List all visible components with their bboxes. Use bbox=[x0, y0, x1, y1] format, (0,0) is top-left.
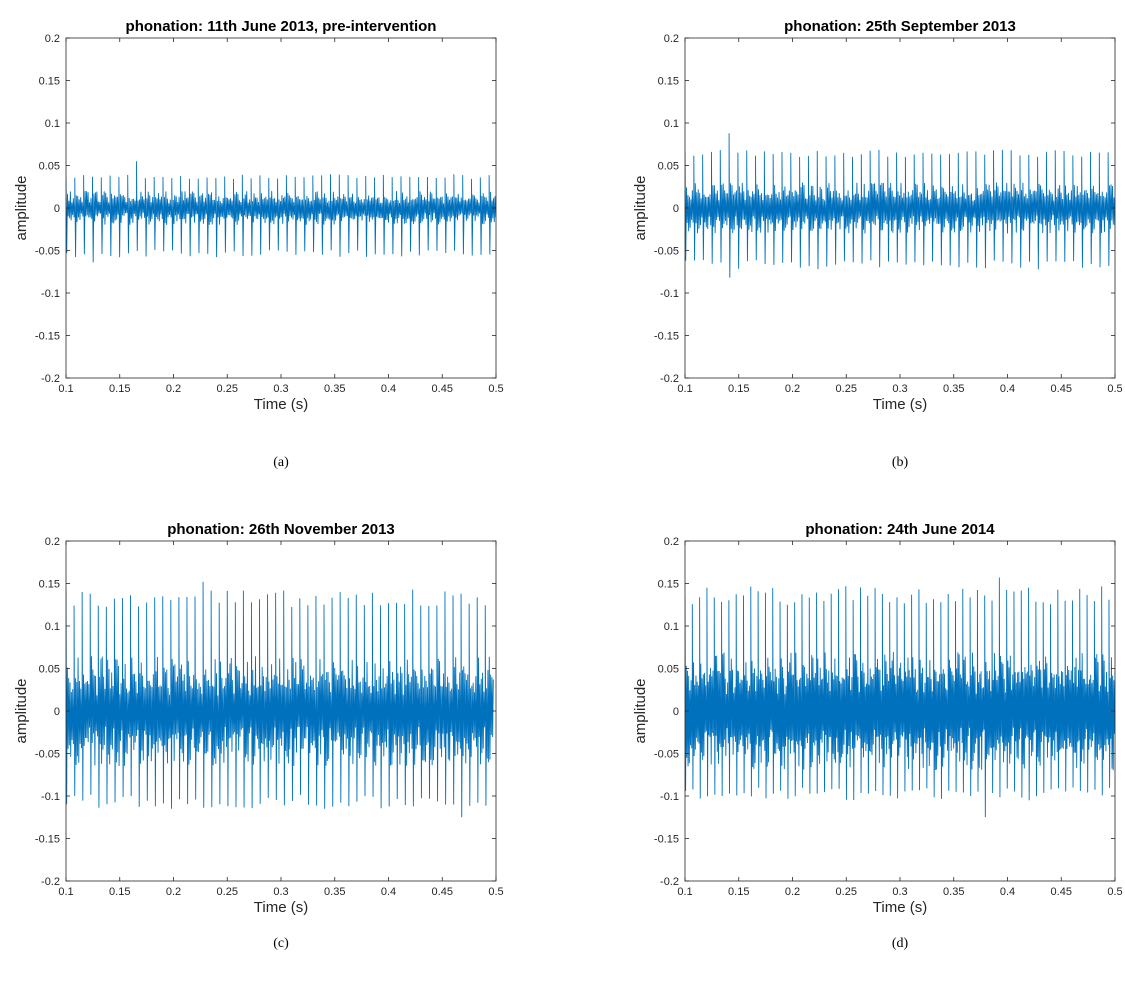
y-tick-label: -0.2 bbox=[41, 373, 60, 385]
y-axis-label: amplitude bbox=[632, 175, 649, 240]
x-tick-label: 0.1 bbox=[58, 886, 73, 898]
y-tick-label: 0 bbox=[673, 706, 679, 718]
x-tick-label: 0.5 bbox=[1107, 383, 1122, 395]
y-tick-label: -0.15 bbox=[35, 834, 60, 846]
x-tick-label: 0.15 bbox=[728, 383, 749, 395]
y-tick-label: -0.1 bbox=[41, 791, 60, 803]
y-tick-label: -0.15 bbox=[654, 331, 679, 343]
y-tick-label: 0.15 bbox=[39, 579, 60, 591]
x-tick-label: 0.2 bbox=[166, 383, 181, 395]
y-tick-label: -0.1 bbox=[660, 791, 679, 803]
x-tick-label: 0.4 bbox=[381, 886, 396, 898]
y-tick-label: 0.1 bbox=[664, 621, 679, 633]
x-tick-label: 0.35 bbox=[943, 383, 964, 395]
y-tick-label: 0.2 bbox=[45, 33, 60, 45]
y-tick-label: 0 bbox=[673, 203, 679, 215]
y-tick-label: -0.05 bbox=[35, 749, 60, 761]
y-tick-label: 0.15 bbox=[39, 76, 60, 88]
y-tick-label: -0.15 bbox=[654, 834, 679, 846]
x-tick-label: 0.25 bbox=[836, 886, 857, 898]
chart-title: phonation: 24th June 2014 bbox=[805, 521, 995, 538]
series-line bbox=[66, 581, 494, 818]
x-axis-label: Time (s) bbox=[873, 899, 927, 916]
x-tick-label: 0.45 bbox=[432, 383, 453, 395]
x-tick-label: 0.3 bbox=[892, 383, 907, 395]
series-line bbox=[685, 133, 1115, 278]
panel-3: 0.1 0.15 0.2 0.25 0.3 0.35 0.4 0.45 0.5 -0.2 -0.15… bbox=[13, 521, 504, 951]
y-tick-label: 0.1 bbox=[45, 118, 60, 130]
x-tick-label: 0.1 bbox=[677, 383, 692, 395]
x-tick-label: 0.35 bbox=[324, 383, 345, 395]
x-tick-label: 0.5 bbox=[488, 886, 503, 898]
chart-title: phonation: 11th June 2013, pre-intervent… bbox=[126, 18, 437, 35]
panel-caption: (c) bbox=[273, 936, 289, 951]
y-tick-label: -0.05 bbox=[35, 246, 60, 258]
y-tick-label: 0 bbox=[54, 203, 60, 215]
panel-caption: (d) bbox=[892, 936, 909, 951]
y-tick-label: 0.2 bbox=[45, 536, 60, 548]
x-tick-label: 0.2 bbox=[166, 886, 181, 898]
y-tick-label: 0.05 bbox=[39, 664, 60, 676]
y-tick-label: -0.1 bbox=[660, 288, 679, 300]
x-tick-label: 0.4 bbox=[1000, 383, 1015, 395]
y-axis-label: amplitude bbox=[13, 175, 30, 240]
x-axis-label: Time (s) bbox=[873, 396, 927, 413]
chart-title: phonation: 26th November 2013 bbox=[167, 521, 395, 538]
y-tick-label: -0.05 bbox=[654, 246, 679, 258]
y-tick-label: 0.05 bbox=[658, 664, 679, 676]
x-tick-label: 0.3 bbox=[273, 383, 288, 395]
y-tick-label: -0.05 bbox=[654, 749, 679, 761]
y-tick-label: -0.15 bbox=[35, 331, 60, 343]
y-tick-label: -0.2 bbox=[660, 876, 679, 888]
y-tick-label: 0.1 bbox=[45, 621, 60, 633]
y-axis-label: amplitude bbox=[632, 678, 649, 743]
x-tick-label: 0.3 bbox=[273, 886, 288, 898]
panel-caption: (b) bbox=[892, 455, 909, 470]
y-axis-label: amplitude bbox=[13, 678, 30, 743]
x-tick-label: 0.15 bbox=[109, 383, 130, 395]
x-tick-label: 0.45 bbox=[432, 886, 453, 898]
x-tick-label: 0.2 bbox=[785, 886, 800, 898]
x-tick-label: 0.3 bbox=[892, 886, 907, 898]
series-line bbox=[66, 161, 496, 263]
y-tick-label: 0 bbox=[54, 706, 60, 718]
y-tick-label: 0.2 bbox=[664, 33, 679, 45]
x-axis-label: Time (s) bbox=[254, 899, 308, 916]
y-tick-label: 0.2 bbox=[664, 536, 679, 548]
x-tick-label: 0.15 bbox=[109, 886, 130, 898]
y-tick-label: 0.15 bbox=[658, 76, 679, 88]
y-tick-label: 0.1 bbox=[664, 118, 679, 130]
x-axis-label: Time (s) bbox=[254, 396, 308, 413]
y-tick-label: -0.2 bbox=[660, 373, 679, 385]
x-tick-label: 0.25 bbox=[217, 886, 238, 898]
x-tick-label: 0.35 bbox=[324, 886, 345, 898]
y-tick-label: 0.15 bbox=[658, 579, 679, 591]
y-tick-label: 0.05 bbox=[39, 161, 60, 173]
panel-1: 0.1 0.15 0.2 0.25 0.3 0.35 0.4 0.45 0.5 -0.2 -0.15… bbox=[13, 18, 504, 470]
y-tick-label: -0.2 bbox=[41, 876, 60, 888]
x-tick-label: 0.25 bbox=[217, 383, 238, 395]
panel-4: 0.1 0.15 0.2 0.25 0.3 0.35 0.4 0.45 0.5 -0.2 -0.15… bbox=[632, 521, 1123, 951]
x-tick-label: 0.25 bbox=[836, 383, 857, 395]
x-tick-label: 0.5 bbox=[488, 383, 503, 395]
x-tick-label: 0.4 bbox=[381, 383, 396, 395]
y-tick-label: -0.1 bbox=[41, 288, 60, 300]
x-tick-label: 0.45 bbox=[1051, 383, 1072, 395]
y-tick-label: 0.05 bbox=[658, 161, 679, 173]
x-tick-label: 0.5 bbox=[1107, 886, 1122, 898]
x-tick-label: 0.45 bbox=[1051, 886, 1072, 898]
x-tick-label: 0.2 bbox=[785, 383, 800, 395]
x-tick-label: 0.4 bbox=[1000, 886, 1015, 898]
series-line bbox=[685, 577, 1115, 818]
x-tick-label: 0.1 bbox=[58, 383, 73, 395]
panels-container: 0.1 0.15 0.2 0.25 0.3 0.35 0.4 0.45 0.5 -0.2 -0.15… bbox=[13, 18, 1123, 951]
chart-title: phonation: 25th September 2013 bbox=[784, 18, 1016, 35]
panel-2: 0.1 0.15 0.2 0.25 0.3 0.35 0.4 0.45 0.5 -0.2 -0.15… bbox=[632, 18, 1123, 470]
x-tick-label: 0.1 bbox=[677, 886, 692, 898]
panel-caption: (a) bbox=[273, 455, 289, 470]
x-tick-label: 0.35 bbox=[943, 886, 964, 898]
x-tick-label: 0.15 bbox=[728, 886, 749, 898]
